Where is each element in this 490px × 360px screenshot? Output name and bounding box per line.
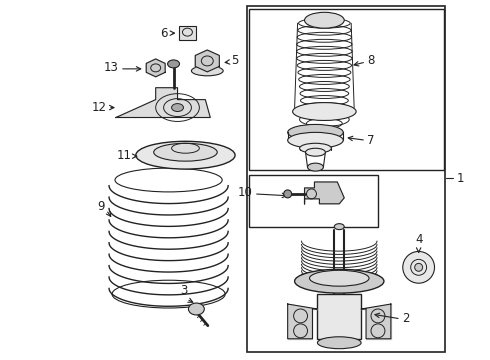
Text: 4: 4 [415, 234, 422, 247]
Ellipse shape [318, 337, 361, 349]
Ellipse shape [172, 104, 183, 112]
Ellipse shape [415, 264, 422, 271]
Ellipse shape [154, 143, 217, 161]
Text: 11: 11 [117, 149, 132, 162]
Text: 13: 13 [104, 61, 119, 75]
Ellipse shape [192, 66, 223, 76]
Ellipse shape [136, 141, 235, 169]
Bar [178, 26, 196, 40]
Ellipse shape [284, 190, 292, 198]
Ellipse shape [288, 132, 343, 148]
Text: 6: 6 [160, 27, 168, 40]
Polygon shape [195, 50, 220, 72]
Text: 10: 10 [238, 186, 253, 199]
Text: 5: 5 [231, 54, 239, 67]
Ellipse shape [189, 303, 204, 315]
Text: 3: 3 [180, 284, 187, 297]
Bar [249, 175, 378, 227]
Ellipse shape [403, 251, 435, 283]
Text: 7: 7 [367, 134, 374, 147]
Ellipse shape [305, 12, 344, 28]
Polygon shape [116, 88, 210, 117]
Polygon shape [305, 182, 344, 204]
Bar [249, 9, 444, 170]
Text: 1: 1 [456, 171, 464, 185]
Ellipse shape [334, 224, 344, 230]
Text: 9: 9 [97, 200, 105, 213]
Polygon shape [146, 59, 165, 77]
Ellipse shape [306, 148, 325, 156]
Ellipse shape [293, 103, 356, 121]
Ellipse shape [288, 125, 343, 140]
Polygon shape [288, 304, 318, 339]
Ellipse shape [310, 270, 369, 286]
Polygon shape [361, 304, 391, 339]
Ellipse shape [308, 163, 323, 171]
Ellipse shape [168, 60, 179, 68]
Text: 2: 2 [402, 312, 409, 325]
Bar [318, 294, 361, 339]
Ellipse shape [299, 143, 331, 153]
Bar [247, 6, 445, 352]
Text: 8: 8 [367, 54, 374, 67]
Text: 12: 12 [91, 101, 106, 114]
Ellipse shape [294, 269, 384, 293]
